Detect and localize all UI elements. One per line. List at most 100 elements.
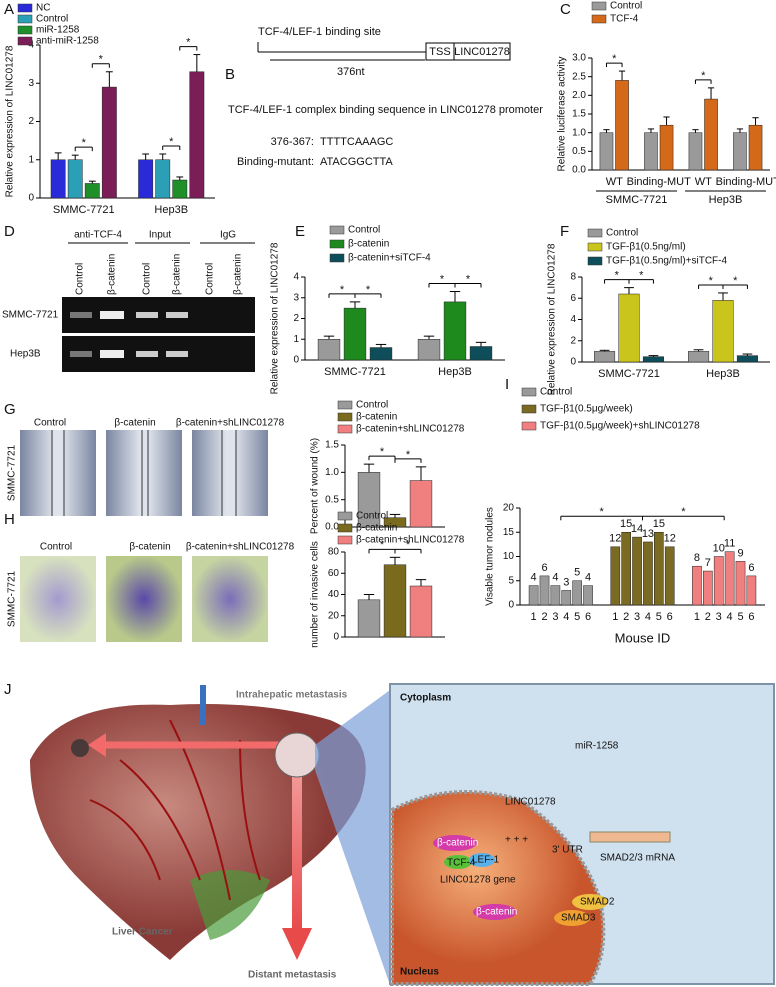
x-tick-label: 3 [552,611,558,623]
panel-j: Intrahepatic metastasis Liver Cancer Dis… [30,683,775,986]
y-tick-label: 4 [570,314,576,325]
y-tick-label: 0 [293,355,299,366]
y-tick-label: 0.5 [572,146,586,157]
legend-swatch [337,400,353,410]
value-label: 11 [724,538,735,550]
label: + + + [505,835,528,846]
y-tick-label: 40 [328,589,340,600]
micrograph [106,430,182,516]
legend-label: β-catenin [356,523,397,534]
legend-swatch [587,242,603,252]
value-label: 9 [737,547,743,559]
bar [550,585,561,606]
y-tick-label: 1 [28,154,34,165]
band [70,351,92,357]
y-tick-label: 6 [570,293,576,304]
bar [736,355,758,363]
legend-swatch [17,36,33,46]
bar [101,86,117,199]
legend-swatch [337,424,353,434]
value-label: 10 [713,542,725,554]
x-tick-label: Hep3B [438,366,472,378]
x-tick-label: SMMC-7721 [598,368,660,380]
legend-swatch [17,14,33,24]
annotation: * [600,506,605,518]
value-label: 4 [585,572,591,584]
annotation: * [440,273,445,285]
label: LEF-1 [472,855,500,866]
bar [654,532,664,606]
annotation: * [681,506,686,518]
bar [703,570,713,606]
legend-label: TGF-β1(0.5ng/ml) [606,242,686,253]
panel-b: TCF-4/LEF-1 binding site 376nt TSS LINC0… [228,26,543,168]
y-tick-label: 20 [328,610,340,621]
header: anti-TCF-4 [74,230,122,241]
y-axis-label: Relative expression of LINC01278 [270,242,281,394]
y-tick-label: 1.0 [325,467,339,478]
bar [644,132,658,171]
label: LINC01278 [505,797,556,808]
image-label: β-catenin+shLINC01278 [186,542,295,553]
protein [554,910,590,926]
bar [724,551,735,606]
y-axis-label: Relative expression of LINC01278 [547,243,558,395]
bar [712,300,734,363]
bar [317,339,341,361]
x-tick-label: Hep3B [706,368,740,380]
annotation: * [380,446,385,458]
lane: β-catenin [233,254,244,295]
y-axis-label: Relative luciferase activity [557,56,568,171]
legend-label: Control [610,1,642,12]
legend-label: Control [606,228,638,239]
zoom [315,690,390,985]
legend-label: Control [36,14,68,25]
value-label: 4 [531,572,537,584]
legend-label: NC [36,3,50,14]
bar [469,346,493,361]
bar [618,293,640,363]
y-tick-label: 1 [293,334,299,345]
legend-swatch [521,421,537,431]
bar [704,98,718,171]
x-tick-label: 6 [748,611,754,623]
legend-label: TGF-β1(0.5μg/week) [540,404,633,415]
legend-label: miR-1258 [36,25,80,36]
label: miR-1258 [575,741,619,752]
value-label: 15 [620,518,632,530]
value-label: 15 [653,518,665,530]
legend-label: β-catenin [348,239,389,250]
bar [659,124,674,171]
y-tick-label: 80 [328,547,340,558]
label: β-catenin [476,907,517,918]
bar [621,532,631,606]
bar [746,575,757,606]
protein [433,835,477,851]
annotation: * [186,36,191,48]
x-tick-label: 5 [737,611,743,623]
band [100,311,124,319]
legend-label: Control [356,511,388,522]
mrna [589,831,671,843]
label: 376-367: [271,136,314,148]
annotation: * [612,53,617,65]
label: Cytoplasm [400,693,451,704]
micrograph [20,556,96,642]
label: SMAD2 [580,897,615,908]
x-tick-label: 3 [716,611,722,623]
y-tick-label: 10 [503,551,515,562]
y-tick-label: 0.5 [325,494,339,505]
panel-label: E [295,223,305,240]
y-tick-label: 1.5 [572,109,586,120]
tumor [274,732,320,778]
group-label: Hep3B [709,194,743,206]
lane: Control [205,263,216,295]
bar [561,590,572,606]
y-tick-label: 2 [28,116,34,127]
row-label: SMMC-7721 [2,310,59,321]
legend-swatch [337,412,353,422]
bar [688,132,703,171]
header: IgG [220,230,236,241]
legend-label: Control [348,225,380,236]
label: TTTTCAAAGC [320,136,393,148]
